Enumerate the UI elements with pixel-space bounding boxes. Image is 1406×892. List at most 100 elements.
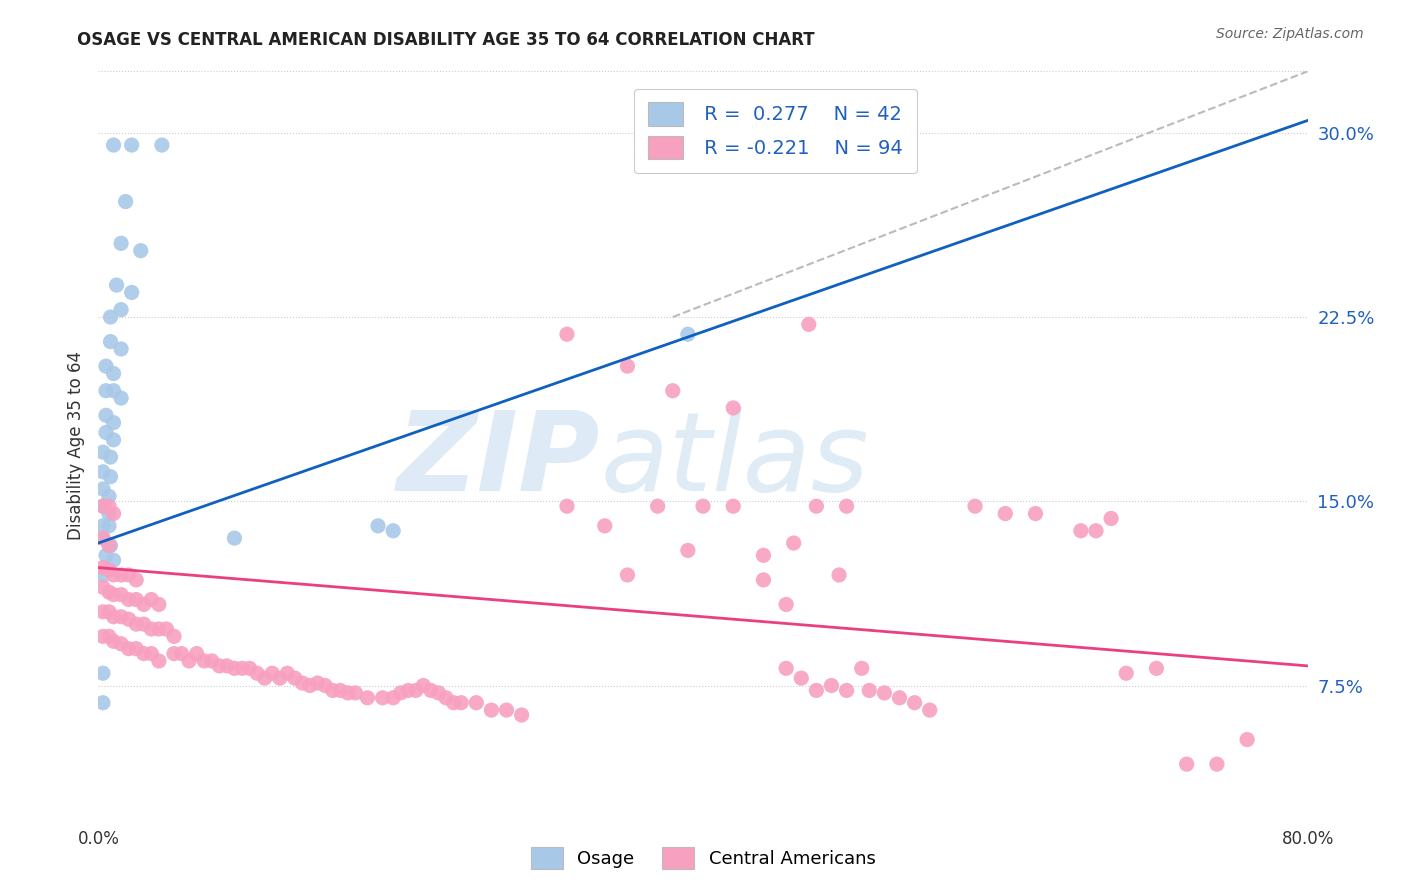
Point: [103, 507, 125, 521]
Point: [141, 592, 163, 607]
Point: [103, 433, 125, 447]
Point: [91, 465, 114, 479]
Point: [291, 676, 314, 690]
Point: [356, 690, 378, 705]
Point: [405, 683, 427, 698]
Point: [148, 622, 170, 636]
Point: [118, 592, 141, 607]
Point: [103, 367, 125, 381]
Point: [98, 563, 121, 577]
Point: [382, 524, 405, 538]
Point: [1206, 757, 1229, 772]
Point: [307, 676, 329, 690]
Point: [148, 598, 170, 612]
Legend: Osage, Central Americans: Osage, Central Americans: [522, 838, 884, 879]
Point: [103, 568, 125, 582]
Point: [118, 612, 141, 626]
Point: [91, 531, 114, 545]
Point: [616, 568, 638, 582]
Point: [125, 617, 148, 632]
Point: [835, 683, 858, 698]
Point: [94, 549, 117, 563]
Point: [103, 553, 125, 567]
Point: [98, 499, 121, 513]
Point: [98, 605, 121, 619]
Point: [103, 634, 125, 648]
Point: [752, 573, 775, 587]
Point: [163, 647, 186, 661]
Point: [367, 519, 389, 533]
Point: [91, 499, 114, 513]
Point: [723, 499, 745, 513]
Point: [98, 507, 121, 521]
Text: OSAGE VS CENTRAL AMERICAN DISABILITY AGE 35 TO 64 CORRELATION CHART: OSAGE VS CENTRAL AMERICAN DISABILITY AGE…: [77, 31, 815, 49]
Point: [775, 598, 797, 612]
Point: [239, 661, 262, 675]
Point: [314, 679, 336, 693]
Point: [215, 658, 238, 673]
Point: [179, 654, 201, 668]
Point: [110, 568, 132, 582]
Point: [858, 683, 880, 698]
Point: [125, 573, 148, 587]
Point: [593, 519, 616, 533]
Point: [100, 450, 122, 464]
Point: [965, 499, 987, 513]
Point: [110, 302, 132, 317]
Point: [269, 671, 291, 685]
Point: [465, 696, 488, 710]
Point: [110, 637, 132, 651]
Point: [647, 499, 669, 513]
Point: [371, 690, 394, 705]
Point: [125, 641, 148, 656]
Point: [420, 683, 443, 698]
Point: [284, 671, 307, 685]
Point: [208, 658, 231, 673]
Point: [110, 342, 132, 356]
Point: [1099, 511, 1122, 525]
Point: [820, 679, 842, 693]
Point: [1024, 507, 1046, 521]
Point: [676, 543, 699, 558]
Point: [118, 568, 141, 582]
Point: [91, 580, 114, 594]
Text: Source: ZipAtlas.com: Source: ZipAtlas.com: [1216, 27, 1364, 41]
Point: [129, 244, 152, 258]
Point: [98, 585, 121, 599]
Point: [806, 499, 828, 513]
Point: [94, 425, 117, 440]
Point: [100, 539, 122, 553]
Text: atlas: atlas: [600, 408, 869, 515]
Point: [231, 661, 253, 675]
Point: [100, 469, 122, 483]
Point: [91, 696, 114, 710]
Point: [186, 647, 208, 661]
Point: [121, 285, 143, 300]
Point: [103, 588, 125, 602]
Point: [329, 683, 352, 698]
Point: [495, 703, 517, 717]
Point: [132, 647, 155, 661]
Point: [201, 654, 224, 668]
Point: [723, 401, 745, 415]
Point: [481, 703, 503, 717]
Point: [1115, 666, 1137, 681]
Point: [616, 359, 638, 373]
Point: [91, 605, 114, 619]
Point: [344, 686, 367, 700]
Point: [155, 622, 177, 636]
Point: [1085, 524, 1108, 538]
Point: [276, 666, 298, 681]
Point: [110, 588, 132, 602]
Point: [450, 696, 472, 710]
Point: [443, 696, 465, 710]
Point: [148, 654, 170, 668]
Point: [510, 708, 533, 723]
Y-axis label: Disability Age 35 to 64: Disability Age 35 to 64: [66, 351, 84, 541]
Point: [103, 416, 125, 430]
Point: [110, 609, 132, 624]
Point: [253, 671, 276, 685]
Point: [163, 629, 186, 643]
Point: [98, 519, 121, 533]
Point: [105, 278, 128, 293]
